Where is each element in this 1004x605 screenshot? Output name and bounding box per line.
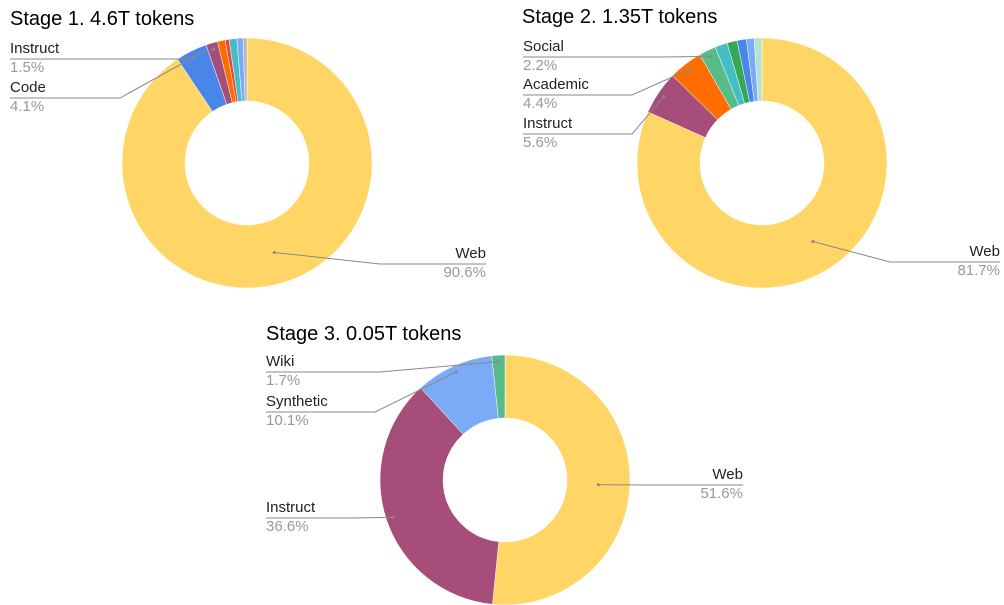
leader-line — [523, 55, 711, 58]
slice-label: Instruct — [266, 499, 316, 516]
slice-value-label: 1.7% — [266, 372, 300, 389]
chart-title: Stage 3. 0.05T tokens — [266, 323, 461, 345]
slice-label: Instruct — [10, 40, 60, 57]
slice-label: Web — [969, 243, 1000, 260]
chart-title: Stage 1. 4.6T tokens — [10, 8, 194, 30]
slice-label: Code — [10, 79, 46, 96]
leader-line — [10, 56, 195, 99]
chart-title: Stage 2. 1.35T tokens — [522, 6, 717, 28]
slice-value-label: 51.6% — [700, 485, 743, 502]
leader-dot — [454, 370, 458, 374]
slice-value-label: 4.1% — [10, 98, 44, 115]
slice-value-label: 90.6% — [443, 264, 486, 281]
leader-dot — [272, 250, 276, 254]
leader-dot — [662, 94, 666, 98]
donut-slice — [636, 37, 888, 289]
slice-label: Instruct — [523, 115, 573, 132]
leader-dot — [811, 239, 815, 243]
leader-dot — [391, 515, 395, 519]
donut-slice — [242, 37, 248, 102]
slice-label: Academic — [523, 76, 589, 93]
slice-value-label: 5.6% — [523, 134, 557, 151]
donut-slice — [753, 37, 763, 102]
slice-label: Social — [523, 38, 564, 55]
slice-label: Web — [455, 245, 486, 262]
leader-dot — [687, 67, 691, 71]
leader-line — [523, 96, 665, 135]
leader-line — [812, 240, 1000, 263]
leader-line — [266, 371, 457, 413]
leader-dot — [497, 360, 501, 364]
leader-line — [10, 48, 214, 60]
leader-line — [266, 516, 393, 519]
leader-dot — [708, 54, 712, 58]
donut-slice — [121, 37, 373, 289]
slice-value-label: 2.2% — [523, 57, 557, 74]
leader-line — [266, 361, 499, 373]
slice-value-label: 10.1% — [266, 412, 309, 429]
donut-slice — [379, 387, 500, 605]
slice-label: Wiki — [266, 353, 294, 370]
slice-value-label: 36.6% — [266, 518, 309, 535]
leader-line — [523, 68, 690, 96]
slice-label: Web — [712, 466, 743, 483]
slice-value-label: 81.7% — [957, 262, 1000, 279]
leader-dot — [212, 47, 216, 51]
donut-slice — [492, 354, 631, 605]
slice-value-label: 4.4% — [523, 95, 557, 112]
donut-slice — [491, 354, 506, 419]
slice-value-label: 1.5% — [10, 59, 44, 76]
leader-line — [274, 251, 486, 265]
leader-dot — [596, 483, 600, 487]
slice-label: Synthetic — [266, 393, 328, 410]
